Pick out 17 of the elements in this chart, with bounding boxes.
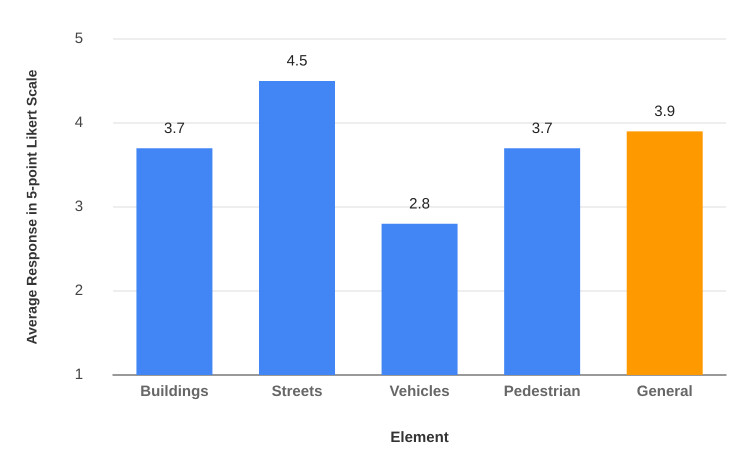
x-tick-label: General: [636, 383, 693, 400]
y-tick-label: 5: [74, 30, 84, 48]
y-tick-label: 1: [74, 366, 84, 384]
data-label: 4.5: [286, 52, 308, 70]
x-tick-label: Buildings: [140, 383, 209, 400]
y-axis-title: Average Response in 5-point Likert Scale: [23, 69, 40, 344]
x-tick-label: Streets: [272, 383, 322, 400]
x-axis-title: Element: [390, 429, 449, 446]
data-label: 3.9: [654, 103, 676, 120]
data-label: 2.8: [409, 195, 430, 212]
data-label: 3.7: [532, 120, 553, 137]
y-tick-label: 3: [74, 198, 84, 216]
data-label: 3.7: [164, 120, 185, 137]
x-tick-label: Vehicles: [390, 383, 450, 400]
y-tick-label: 4: [74, 114, 84, 132]
x-tick-label: Pedestrian: [504, 383, 580, 400]
y-tick-label: 2: [74, 282, 84, 300]
